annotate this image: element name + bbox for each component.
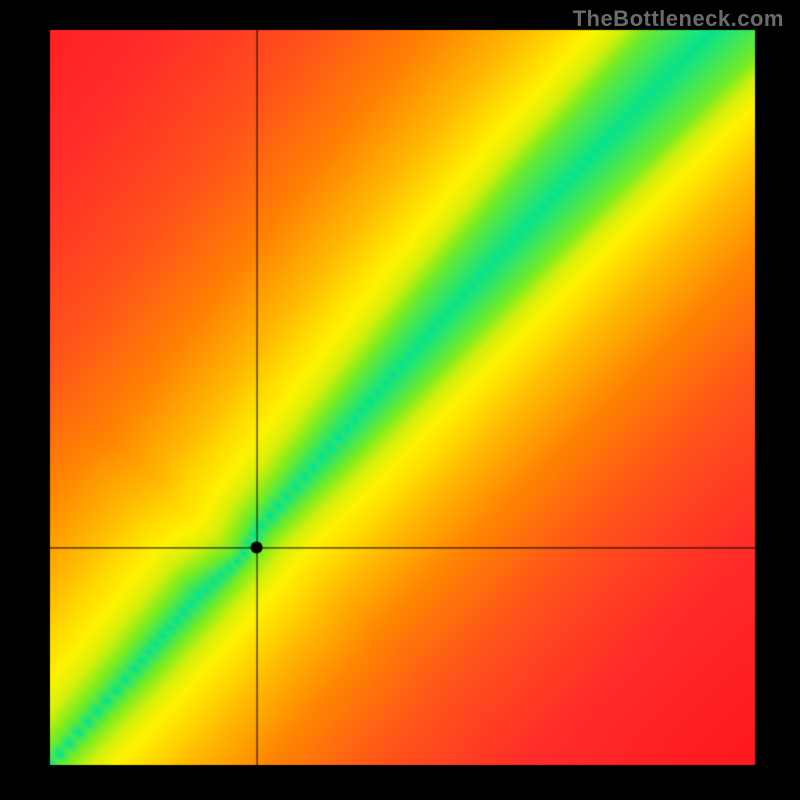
watermark-text: TheBottleneck.com	[573, 6, 784, 32]
heatmap-canvas	[0, 0, 800, 800]
chart-container: TheBottleneck.com	[0, 0, 800, 800]
